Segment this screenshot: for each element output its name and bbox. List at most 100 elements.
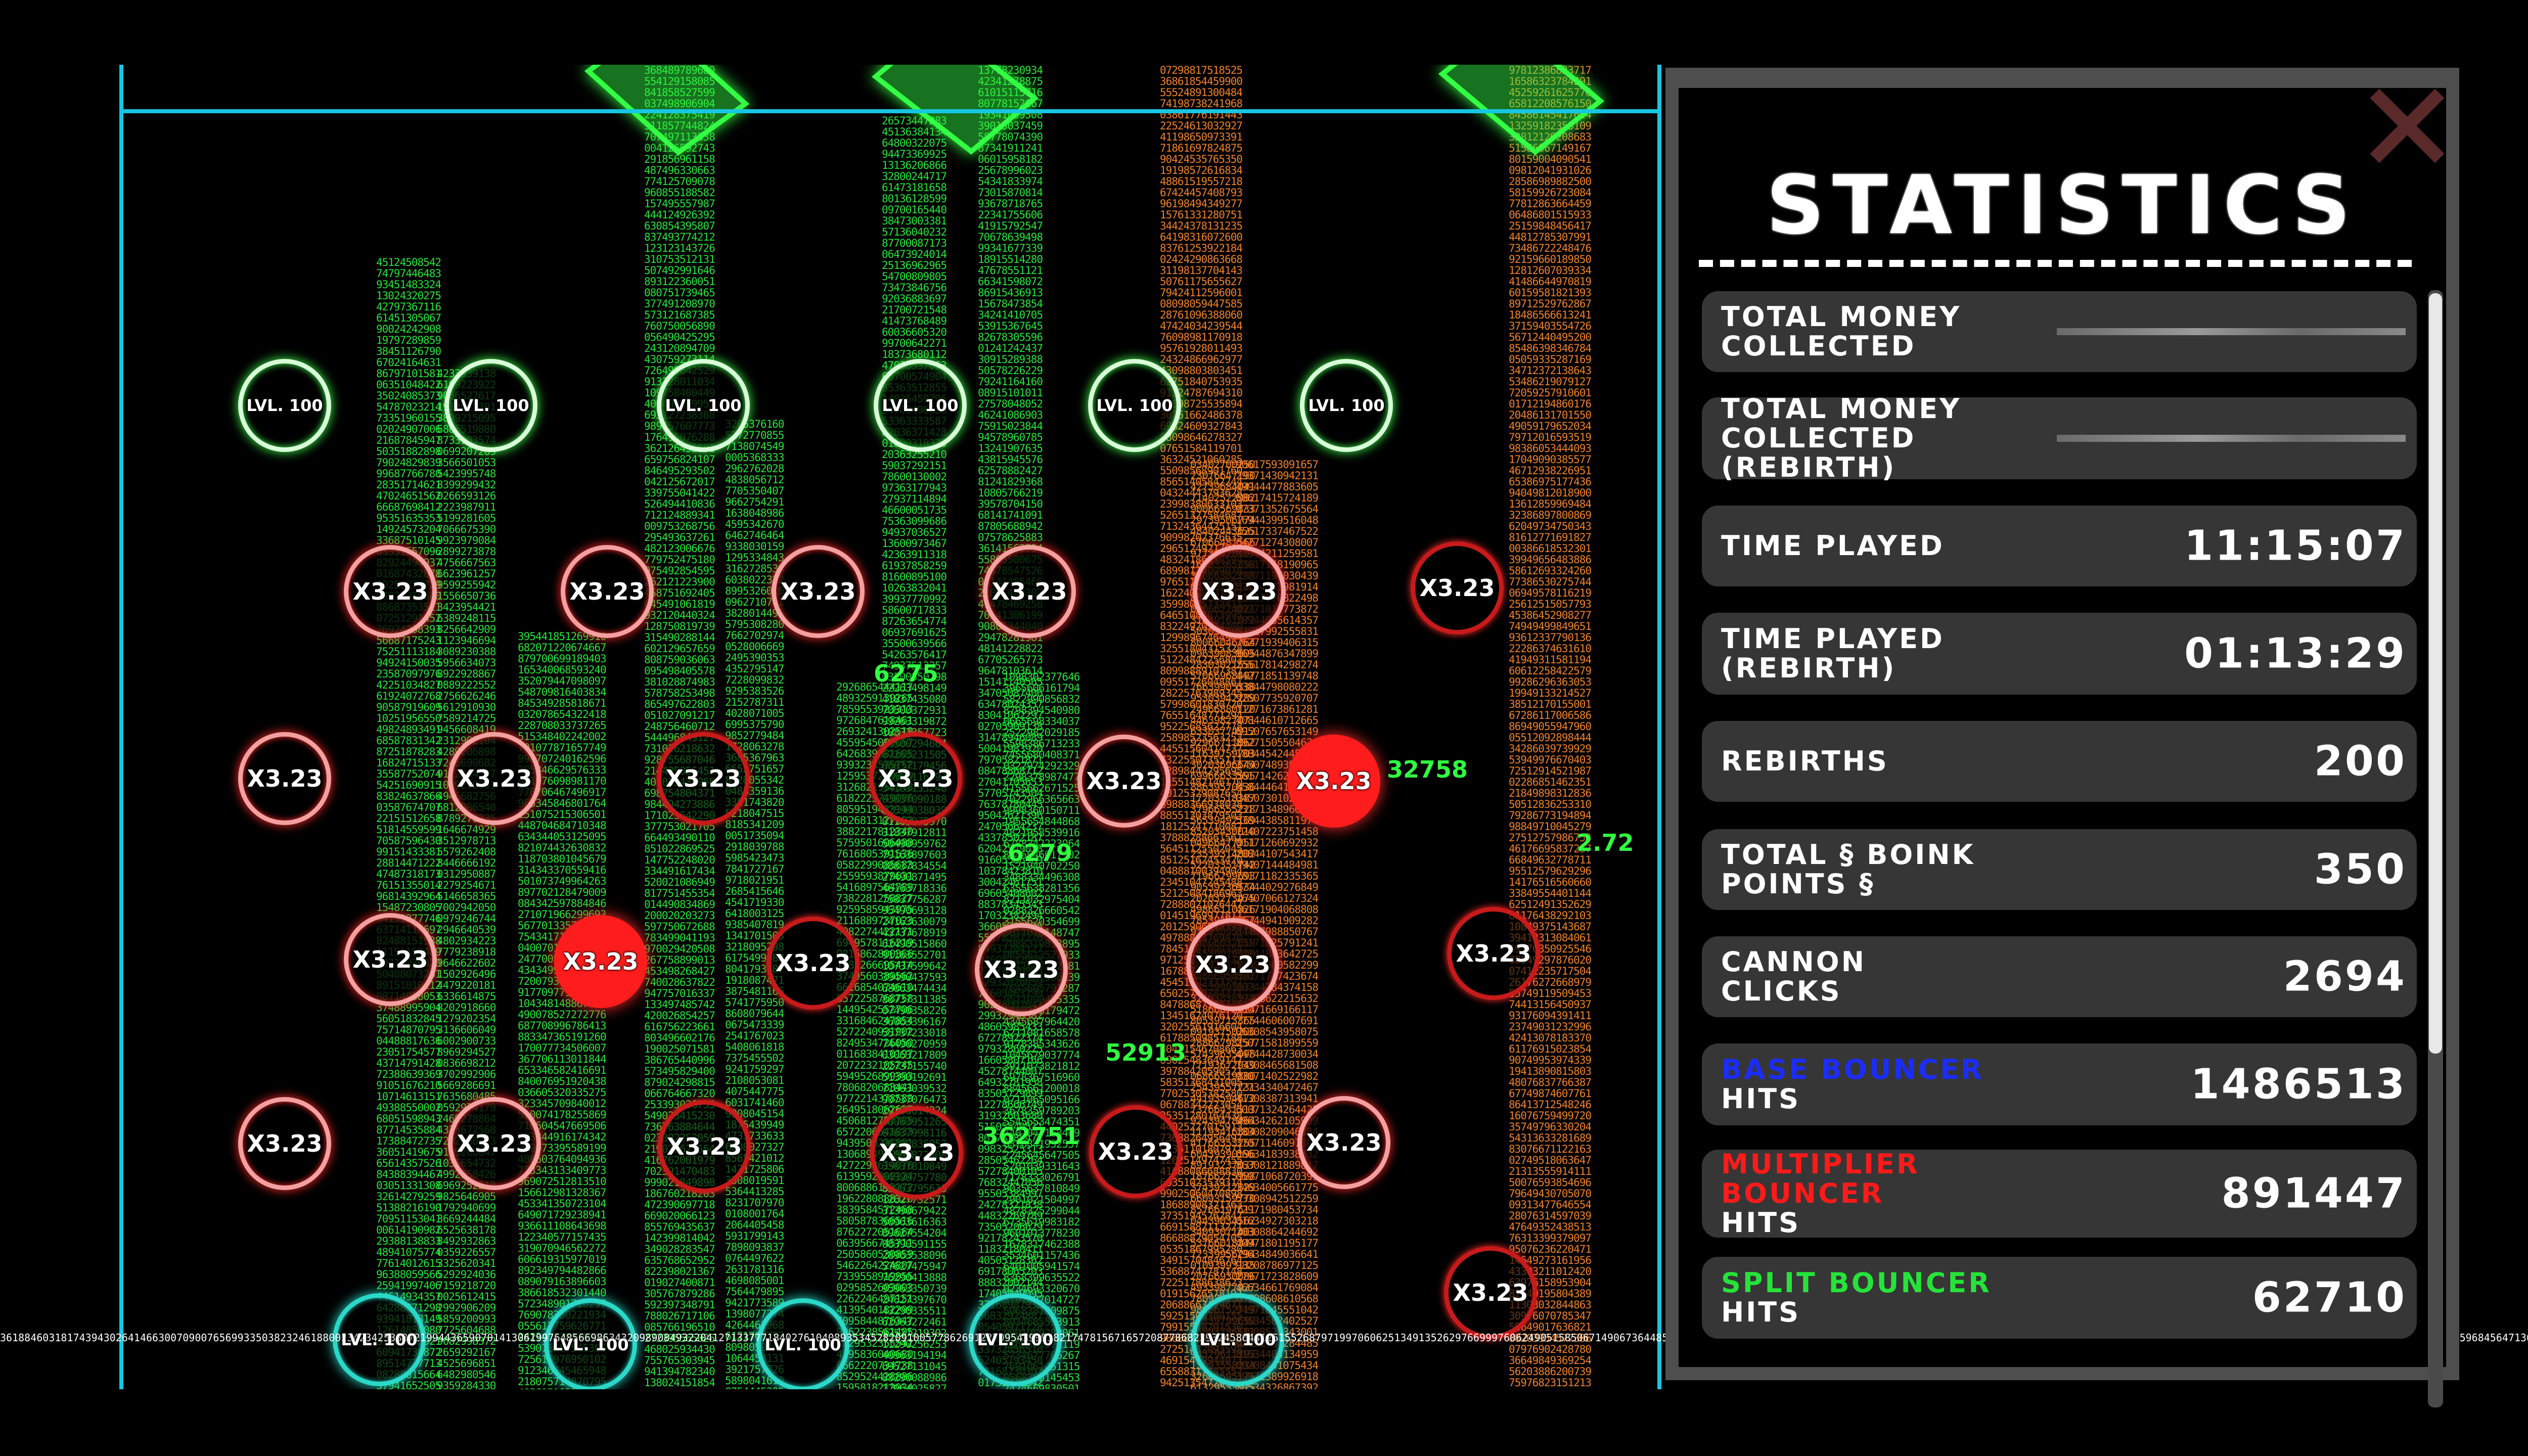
multiplier-bouncer-peg: X3.23 bbox=[658, 1100, 751, 1193]
field-top-border bbox=[119, 109, 1661, 113]
number-stream-column: 4233939138 6109223922 9066527617 1933921… bbox=[437, 368, 496, 1389]
multiplier-bouncer-peg: X3.23 bbox=[657, 732, 750, 825]
peg-label: LVL. 100 bbox=[882, 396, 959, 415]
peg-label: X3.23 bbox=[780, 578, 856, 605]
level-bouncer-peg: LVL. 100 bbox=[238, 359, 331, 452]
play-field[interactable]: 45124508542 74797446483 93451483324 1302… bbox=[119, 65, 1661, 1389]
multiplier-bouncer-peg: X3.23 bbox=[869, 732, 962, 825]
multiplier-bouncer-peg: X3.23 bbox=[1444, 1246, 1537, 1339]
floating-score: 6279 bbox=[1008, 839, 1073, 867]
peg-label: X3.23 bbox=[1419, 574, 1495, 602]
statistics-panel: STATISTICS TOTAL MONEY COLLECTED TOTAL M… bbox=[1665, 68, 2459, 1407]
stat-value: 2694 bbox=[2283, 952, 2407, 1001]
title-divider bbox=[1699, 260, 2412, 267]
stat-label: MULTIPLIER BOUNCER HITS bbox=[1721, 1150, 1964, 1238]
stat-label: TIME PLAYED bbox=[1721, 530, 1945, 562]
stat-row-base-bouncer-hits: BASE BOUNCER HITS 1486513 bbox=[1702, 1043, 2417, 1125]
stat-label-colored: SPLIT BOUNCER bbox=[1721, 1267, 1992, 1299]
stat-value-redacted bbox=[2057, 435, 2406, 442]
multiplier-bouncer-peg: X3.23 bbox=[772, 545, 865, 638]
level-bouncer-peg: LVL. 100 bbox=[756, 1298, 849, 1389]
stat-value: 200 bbox=[2314, 737, 2407, 786]
stat-label-rest: HITS bbox=[1721, 1296, 1801, 1328]
number-stream-column: 1098302377646 3965606161794 582299085683… bbox=[1003, 671, 1080, 1389]
stat-value: 1486513 bbox=[2190, 1060, 2407, 1109]
stat-row-rebirths: REBIRTHS 200 bbox=[1702, 721, 2417, 802]
stat-label-colored: BASE BOUNCER bbox=[1721, 1054, 1984, 1085]
stats-scrollbar-thumb[interactable] bbox=[2429, 293, 2442, 1054]
number-stream-column: 3205376160 5272770855 7138074549 0005368… bbox=[725, 419, 784, 1389]
level-bouncer-peg: LVL. 100 bbox=[1088, 359, 1181, 452]
peg-label: X3.23 bbox=[1306, 1129, 1382, 1156]
stat-row-multiplier-bouncer-hits: MULTIPLIER BOUNCER HITS 891447 bbox=[1702, 1150, 2417, 1238]
multiplier-bouncer-peg: X3.23 bbox=[1411, 541, 1504, 634]
stat-row-time-played-rebirth: TIME PLAYED (REBIRTH) 01:13:29 bbox=[1702, 613, 2417, 695]
peg-label: LVL. 100 bbox=[552, 1335, 629, 1354]
peg-label: X3.23 bbox=[569, 578, 645, 605]
stat-row-total-money: TOTAL MONEY COLLECTED bbox=[1702, 291, 2417, 372]
level-bouncer-peg: LVL. 100 bbox=[1191, 1293, 1284, 1386]
multiplier-bouncer-peg: X3.23 bbox=[1193, 545, 1286, 638]
multiplier-bouncer-peg: X3.23 bbox=[1297, 1096, 1390, 1189]
multiplier-bouncer-peg: X3.23 bbox=[448, 1097, 541, 1190]
stat-label: SPLIT BOUNCER HITS bbox=[1721, 1268, 1992, 1327]
floating-score: 52913 bbox=[1105, 1039, 1187, 1066]
level-bouncer-peg: LVL. 100 bbox=[1300, 359, 1393, 452]
peg-label: LVL. 100 bbox=[453, 396, 529, 415]
number-stream-column: 45124508542 74797446483 93451483324 1302… bbox=[376, 257, 441, 1389]
peg-label: X3.23 bbox=[352, 946, 428, 973]
peg-label: X3.23 bbox=[991, 578, 1067, 605]
multiplier-bouncer-peg: X3.23 bbox=[344, 913, 437, 1006]
stat-value: 11:15:07 bbox=[2184, 522, 2407, 570]
number-stream-column: 97812386833717 16586323784291 4525926162… bbox=[1509, 65, 1592, 1389]
peg-label: X3.23 bbox=[352, 578, 428, 605]
stat-row-split-bouncer-hits: SPLIT BOUNCER HITS 62710 bbox=[1702, 1257, 2417, 1339]
peg-label: LVL. 100 bbox=[341, 1330, 418, 1349]
peg-label: X3.23 bbox=[457, 765, 532, 792]
number-stream-column: 395441851269910 682071220674667 87970069… bbox=[518, 631, 607, 1389]
floating-score: 2.72 bbox=[1576, 829, 1634, 856]
multiplier-bouncer-peg: X3.23 bbox=[554, 915, 647, 1008]
multiplier-bouncer-peg: X3.23 bbox=[983, 545, 1076, 638]
stat-label-rest: HITS bbox=[1721, 1083, 1801, 1115]
stat-row-total-money-rebirth: TOTAL MONEY COLLECTED (REBIRTH) bbox=[1702, 393, 2417, 483]
peg-label: X3.23 bbox=[457, 1130, 532, 1157]
peg-label: LVL. 100 bbox=[1199, 1330, 1276, 1349]
peg-label: X3.23 bbox=[1456, 940, 1531, 967]
level-bouncer-peg: LVL. 100 bbox=[544, 1298, 637, 1389]
close-x-icon[interactable] bbox=[2369, 88, 2445, 164]
peg-label: X3.23 bbox=[666, 1133, 742, 1160]
stat-row-boink-points: TOTAL § BOINK POINTS § 350 bbox=[1702, 829, 2417, 910]
stat-label-rest: HITS bbox=[1721, 1207, 1801, 1239]
stat-row-time-played: TIME PLAYED 11:15:07 bbox=[1702, 506, 2417, 586]
multiplier-bouncer-peg: X3.23 bbox=[561, 545, 654, 638]
stat-value: 62710 bbox=[2252, 1273, 2407, 1322]
multiplier-bouncer-peg: X3.23 bbox=[1287, 735, 1380, 828]
peg-label: X3.23 bbox=[1195, 951, 1271, 978]
statistics-title: STATISTICS bbox=[1766, 158, 2359, 252]
peg-label: X3.23 bbox=[1098, 1138, 1173, 1165]
peg-label: X3.23 bbox=[878, 765, 954, 792]
peg-label: LVL. 100 bbox=[977, 1330, 1054, 1349]
peg-label: X3.23 bbox=[563, 948, 639, 975]
stat-label: TOTAL MONEY COLLECTED (REBIRTH) bbox=[1721, 393, 1962, 483]
level-bouncer-peg: LVL. 100 bbox=[444, 359, 537, 452]
multiplier-bouncer-peg: X3.23 bbox=[1077, 735, 1170, 828]
stat-label: CANNON CLICKS bbox=[1721, 946, 1866, 1007]
peg-label: LVL. 100 bbox=[665, 396, 742, 415]
peg-label: X3.23 bbox=[1086, 767, 1162, 795]
stat-label: TOTAL MONEY COLLECTED bbox=[1721, 301, 1962, 362]
floating-score: 362751 bbox=[982, 1122, 1080, 1150]
peg-label: X3.23 bbox=[1296, 767, 1372, 795]
stat-label: REBIRTHS bbox=[1721, 745, 1889, 777]
multiplier-bouncer-peg: X3.23 bbox=[870, 1106, 963, 1199]
level-bouncer-peg: LVL. 100 bbox=[657, 359, 750, 452]
stat-label: TIME PLAYED (REBIRTH) bbox=[1721, 623, 1945, 684]
peg-label: X3.23 bbox=[1201, 578, 1277, 605]
stat-value: 01:13:29 bbox=[2184, 629, 2407, 678]
multiplier-bouncer-peg: X3.23 bbox=[1447, 907, 1540, 1000]
peg-label: X3.23 bbox=[1453, 1279, 1528, 1306]
multiplier-bouncer-peg: X3.23 bbox=[344, 545, 437, 638]
peg-label: X3.23 bbox=[247, 765, 323, 792]
multiplier-bouncer-peg: X3.23 bbox=[1089, 1105, 1182, 1198]
